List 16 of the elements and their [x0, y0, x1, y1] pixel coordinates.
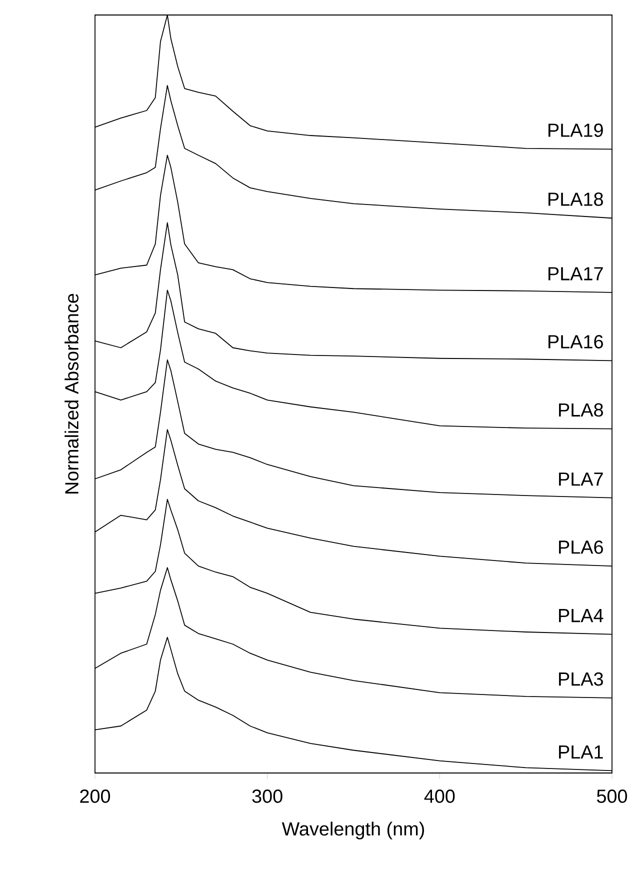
series-label: PLA4 [559, 609, 604, 622]
x-tick-label: 300 [252, 789, 282, 803]
series-label: PLA1 [559, 746, 603, 759]
series-label: PLA17 [548, 267, 603, 280]
series-label: PLA6 [559, 540, 603, 554]
x-tick-label: 500 [596, 789, 628, 803]
x-tick-label: 200 [80, 789, 110, 803]
x-tick-label: 400 [424, 789, 455, 803]
series-label: PLA7 [559, 472, 603, 486]
series-label: PLA8 [559, 403, 603, 417]
series-label: PLA3 [559, 672, 603, 686]
y-axis-title: Normalized Absorbance [64, 294, 78, 494]
series-label: PLA18 [548, 192, 603, 206]
series-label: PLA16 [548, 335, 603, 348]
series-label: PLA19 [548, 124, 603, 137]
x-axis-title: Wavelength (nm) [282, 822, 424, 840]
